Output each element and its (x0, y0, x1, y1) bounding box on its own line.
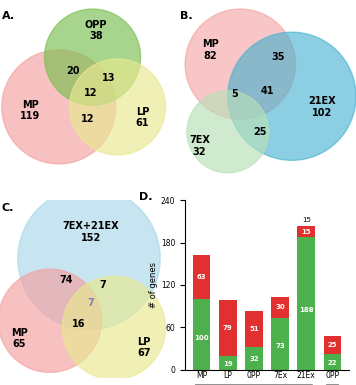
Text: 7: 7 (88, 298, 94, 308)
Text: OPP
38: OPP 38 (85, 20, 108, 41)
Text: 41: 41 (260, 86, 274, 96)
Text: C.: C. (2, 203, 14, 213)
Text: 25: 25 (253, 127, 267, 137)
Bar (324, 336, 341, 354)
Bar (324, 354, 341, 370)
Bar (245, 311, 263, 347)
Bar (297, 237, 315, 370)
Text: MP
65: MP 65 (11, 328, 28, 350)
Text: 51: 51 (249, 326, 259, 332)
Circle shape (0, 269, 101, 372)
Bar (297, 226, 315, 237)
Text: D.: D. (139, 192, 153, 202)
Text: LP
61: LP 61 (136, 107, 149, 129)
Text: 35: 35 (271, 52, 284, 62)
Text: 13: 13 (102, 74, 115, 84)
Text: 15: 15 (302, 218, 311, 223)
Y-axis label: # of genes: # of genes (149, 262, 158, 308)
Text: 21EX
102: 21EX 102 (308, 96, 336, 118)
Text: MP
119: MP 119 (20, 100, 40, 121)
Bar (245, 347, 263, 370)
Text: B.: B. (180, 11, 192, 21)
Bar (219, 300, 237, 356)
Circle shape (187, 91, 269, 173)
Text: 63: 63 (197, 274, 206, 280)
Text: 20: 20 (66, 66, 80, 76)
Text: 7: 7 (100, 280, 106, 290)
Circle shape (185, 9, 295, 119)
Text: 5: 5 (232, 89, 238, 99)
Bar (193, 299, 210, 370)
Text: 25: 25 (328, 342, 337, 348)
Text: 30: 30 (275, 305, 285, 310)
Bar (271, 297, 289, 318)
Text: 32: 32 (249, 357, 259, 362)
Circle shape (2, 50, 116, 164)
Text: 7EX+21EX
152: 7EX+21EX 152 (62, 221, 119, 243)
Bar (193, 254, 210, 299)
Text: 22: 22 (328, 360, 337, 366)
Circle shape (62, 276, 166, 380)
Text: 7EX
32: 7EX 32 (189, 135, 210, 157)
Text: 79: 79 (223, 325, 232, 331)
Text: 12: 12 (80, 114, 94, 124)
Text: 15: 15 (302, 229, 311, 234)
Text: LP
67: LP 67 (137, 337, 151, 358)
Circle shape (69, 59, 166, 155)
Text: A.: A. (2, 11, 15, 21)
Circle shape (228, 32, 356, 160)
Text: MP
82: MP 82 (201, 39, 219, 61)
Text: 74: 74 (59, 275, 73, 285)
Text: 73: 73 (275, 343, 285, 350)
Bar (271, 318, 289, 370)
Text: 100: 100 (194, 335, 209, 341)
Text: 16: 16 (72, 319, 85, 329)
Circle shape (44, 9, 141, 105)
Text: 188: 188 (299, 307, 314, 313)
Bar (219, 356, 237, 370)
Text: 19: 19 (223, 361, 232, 367)
Text: 12: 12 (84, 88, 98, 98)
Circle shape (18, 187, 160, 330)
